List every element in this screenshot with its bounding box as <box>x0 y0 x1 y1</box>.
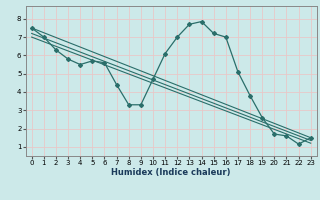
X-axis label: Humidex (Indice chaleur): Humidex (Indice chaleur) <box>111 168 231 177</box>
